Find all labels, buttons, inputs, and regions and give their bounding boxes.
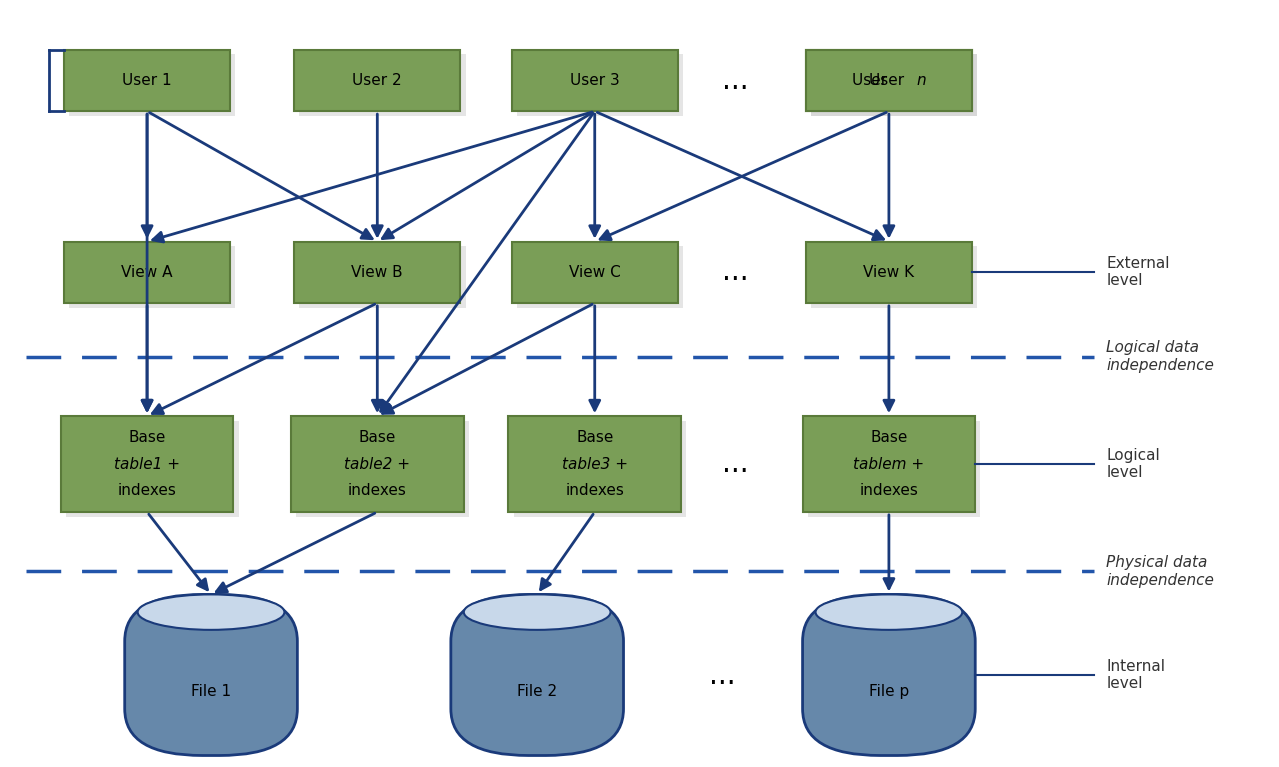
Ellipse shape (138, 594, 284, 630)
Text: View A: View A (122, 265, 173, 280)
FancyBboxPatch shape (811, 246, 977, 308)
FancyBboxPatch shape (64, 242, 230, 303)
FancyBboxPatch shape (290, 416, 463, 512)
FancyBboxPatch shape (512, 242, 678, 303)
Text: table3 +: table3 + (561, 456, 628, 472)
FancyBboxPatch shape (450, 594, 623, 755)
Text: View K: View K (863, 265, 914, 280)
FancyBboxPatch shape (803, 416, 975, 512)
FancyBboxPatch shape (512, 50, 678, 111)
FancyBboxPatch shape (294, 242, 460, 303)
FancyBboxPatch shape (806, 242, 972, 303)
Text: ...: ... (723, 67, 748, 94)
Text: indexes: indexes (565, 483, 624, 499)
Text: Base: Base (358, 430, 396, 445)
FancyBboxPatch shape (69, 54, 235, 116)
Text: User 3: User 3 (570, 73, 619, 88)
Ellipse shape (464, 594, 610, 630)
Text: User 2: User 2 (353, 73, 402, 88)
Text: File p: File p (868, 683, 909, 699)
FancyBboxPatch shape (299, 54, 466, 116)
Text: File 2: File 2 (517, 683, 558, 699)
Text: Physical data
independence: Physical data independence (1106, 555, 1214, 588)
FancyBboxPatch shape (517, 246, 683, 308)
FancyBboxPatch shape (509, 416, 680, 512)
Text: ...: ... (723, 450, 748, 478)
FancyBboxPatch shape (514, 420, 686, 517)
Text: User: User (868, 73, 909, 88)
FancyBboxPatch shape (61, 416, 233, 512)
Text: table2 +: table2 + (344, 456, 411, 472)
Text: Base: Base (128, 430, 166, 445)
FancyBboxPatch shape (808, 420, 980, 517)
Text: Logical data
independence: Logical data independence (1106, 341, 1214, 373)
Text: tablem +: tablem + (853, 456, 925, 472)
FancyBboxPatch shape (803, 594, 975, 755)
Text: ...: ... (723, 258, 748, 286)
Text: Logical
level: Logical level (1106, 448, 1160, 480)
Text: table1 +: table1 + (114, 456, 180, 472)
FancyBboxPatch shape (295, 420, 468, 517)
FancyBboxPatch shape (69, 246, 235, 308)
Text: indexes: indexes (348, 483, 407, 499)
Text: indexes: indexes (118, 483, 177, 499)
Text: User: User (852, 73, 893, 88)
FancyBboxPatch shape (64, 50, 230, 111)
Text: indexes: indexes (859, 483, 918, 499)
Text: Internal
level: Internal level (1106, 659, 1165, 691)
FancyBboxPatch shape (806, 50, 972, 111)
Text: File 1: File 1 (191, 683, 231, 699)
Text: Base: Base (576, 430, 614, 445)
FancyBboxPatch shape (806, 50, 972, 111)
FancyBboxPatch shape (299, 246, 466, 308)
Text: View C: View C (569, 265, 620, 280)
FancyBboxPatch shape (811, 54, 977, 116)
Text: User 1: User 1 (123, 73, 171, 88)
Ellipse shape (816, 594, 962, 630)
FancyBboxPatch shape (67, 420, 238, 517)
Text: Base: Base (870, 430, 908, 445)
FancyBboxPatch shape (517, 54, 683, 116)
FancyBboxPatch shape (125, 594, 297, 755)
Text: View B: View B (352, 265, 403, 280)
Text: n: n (916, 73, 926, 88)
FancyBboxPatch shape (294, 50, 460, 111)
Text: ...: ... (710, 663, 735, 690)
FancyBboxPatch shape (811, 54, 977, 116)
Text: External
level: External level (1106, 256, 1170, 288)
